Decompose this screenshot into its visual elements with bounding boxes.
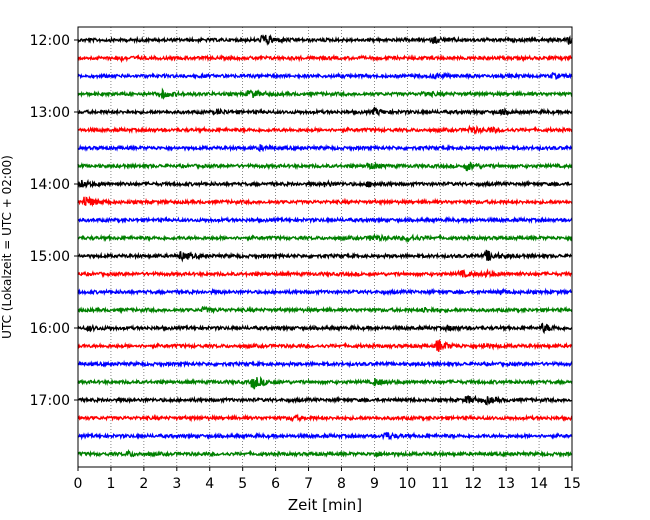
trace-line (77, 305, 573, 315)
y-tick-label: 12:00 (30, 33, 70, 49)
traces (77, 33, 573, 459)
x-tick-label: 3 (172, 476, 181, 492)
x-tick-label: 2 (139, 476, 148, 492)
plot-border (77, 26, 573, 468)
x-tick-label: 4 (205, 476, 214, 492)
x-axis: 0 1 2 3 4 5 6 7 8 9 10 11 12 13 14 15 (74, 467, 581, 492)
trace-line (77, 232, 573, 243)
trace-line (77, 71, 573, 81)
trace-line (77, 215, 573, 225)
trace-line (77, 106, 573, 117)
trace-line (77, 161, 573, 172)
trace-line (77, 268, 572, 279)
x-tick-label: 12 (464, 476, 482, 492)
grid-lines (110, 27, 540, 467)
trace-line (77, 249, 573, 263)
trace-line (77, 195, 573, 208)
trace-line (77, 375, 573, 390)
y-tick-label: 17:00 (30, 393, 70, 409)
x-tick-label: 11 (431, 476, 449, 492)
trace-line (77, 413, 573, 423)
trace-line (77, 322, 573, 335)
y-tick-label: 16:00 (30, 321, 70, 337)
x-tick-label: 8 (337, 476, 346, 492)
trace-line (77, 143, 573, 153)
trace-line (77, 87, 573, 100)
x-tick-label: 6 (271, 476, 280, 492)
x-tick-label: 13 (497, 476, 515, 492)
x-tick-label: 7 (304, 476, 313, 492)
trace-line (77, 448, 573, 459)
x-axis-label: Zeit [min] (288, 496, 362, 514)
y-axis: 12:00 13:00 14:00 15:00 16:00 17:00 (30, 33, 78, 409)
x-tick-label: 1 (106, 476, 115, 492)
trace-line (77, 178, 573, 189)
x-tick-label: 14 (530, 476, 548, 492)
trace-line (77, 53, 573, 64)
trace-line (77, 431, 573, 441)
trace-line (77, 33, 573, 47)
y-tick-label: 15:00 (30, 249, 70, 265)
x-tick-label: 5 (238, 476, 247, 492)
trace-line (77, 394, 573, 406)
trace-line (77, 359, 573, 369)
y-tick-label: 14:00 (30, 177, 70, 193)
trace-line (77, 338, 573, 352)
x-tick-label: 10 (398, 476, 416, 492)
plot-area (77, 26, 573, 468)
trace-line (77, 287, 573, 297)
x-tick-label: 9 (370, 476, 379, 492)
y-axis-label: UTC (Lokalzeit = UTC + 02:00) (0, 155, 14, 339)
y-tick-label: 13:00 (30, 105, 70, 121)
x-tick-label: 0 (74, 476, 83, 492)
x-tick-label: 15 (563, 476, 581, 492)
trace-line (77, 124, 573, 135)
